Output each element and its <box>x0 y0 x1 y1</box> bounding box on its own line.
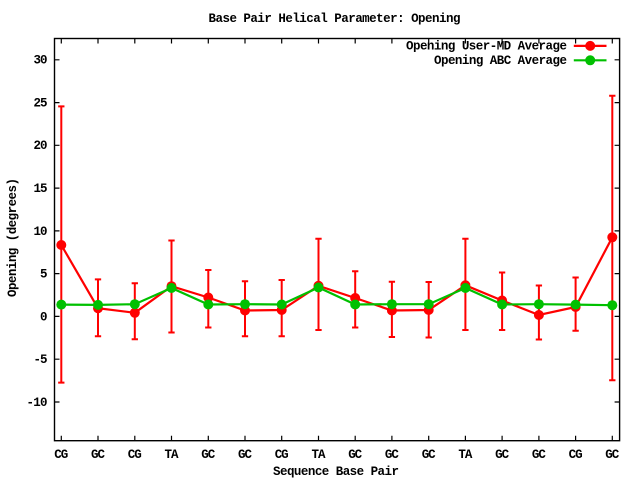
svg-text:-5: -5 <box>34 353 48 367</box>
svg-text:GC: GC <box>422 448 436 462</box>
svg-text:GC: GC <box>201 448 215 462</box>
svg-text:CG: CG <box>569 448 583 462</box>
svg-text:GC: GC <box>495 448 509 462</box>
svg-text:10: 10 <box>34 225 48 239</box>
svg-text:CG: CG <box>128 448 142 462</box>
svg-text:-10: -10 <box>27 396 48 410</box>
svg-text:20: 20 <box>34 139 48 153</box>
svg-text:TA: TA <box>165 448 179 462</box>
svg-text:GC: GC <box>348 448 362 462</box>
svg-text:GC: GC <box>532 448 546 462</box>
svg-text:Opening (degrees): Opening (degrees) <box>6 178 20 297</box>
svg-text:CG: CG <box>54 448 68 462</box>
svg-text:0: 0 <box>40 310 48 324</box>
svg-text:TA: TA <box>312 448 326 462</box>
svg-text:GC: GC <box>91 448 105 462</box>
svg-text:Base Pair Helical Parameter: O: Base Pair Helical Parameter: Opening <box>209 12 461 26</box>
svg-text:30: 30 <box>34 54 48 68</box>
svg-text:TA: TA <box>458 448 472 462</box>
svg-text:GC: GC <box>605 448 619 462</box>
svg-text:Opening User-MD Average: Opening User-MD Average <box>406 40 567 54</box>
svg-text:GC: GC <box>238 448 252 462</box>
svg-text:25: 25 <box>34 97 48 111</box>
svg-text:5: 5 <box>40 268 48 282</box>
svg-text:CG: CG <box>275 448 289 462</box>
svg-text:GC: GC <box>385 448 399 462</box>
svg-text:15: 15 <box>34 182 48 196</box>
svg-text:Sequence Base Pair: Sequence Base Pair <box>273 465 399 479</box>
svg-text:Opening ABC Average: Opening ABC Average <box>434 54 567 68</box>
